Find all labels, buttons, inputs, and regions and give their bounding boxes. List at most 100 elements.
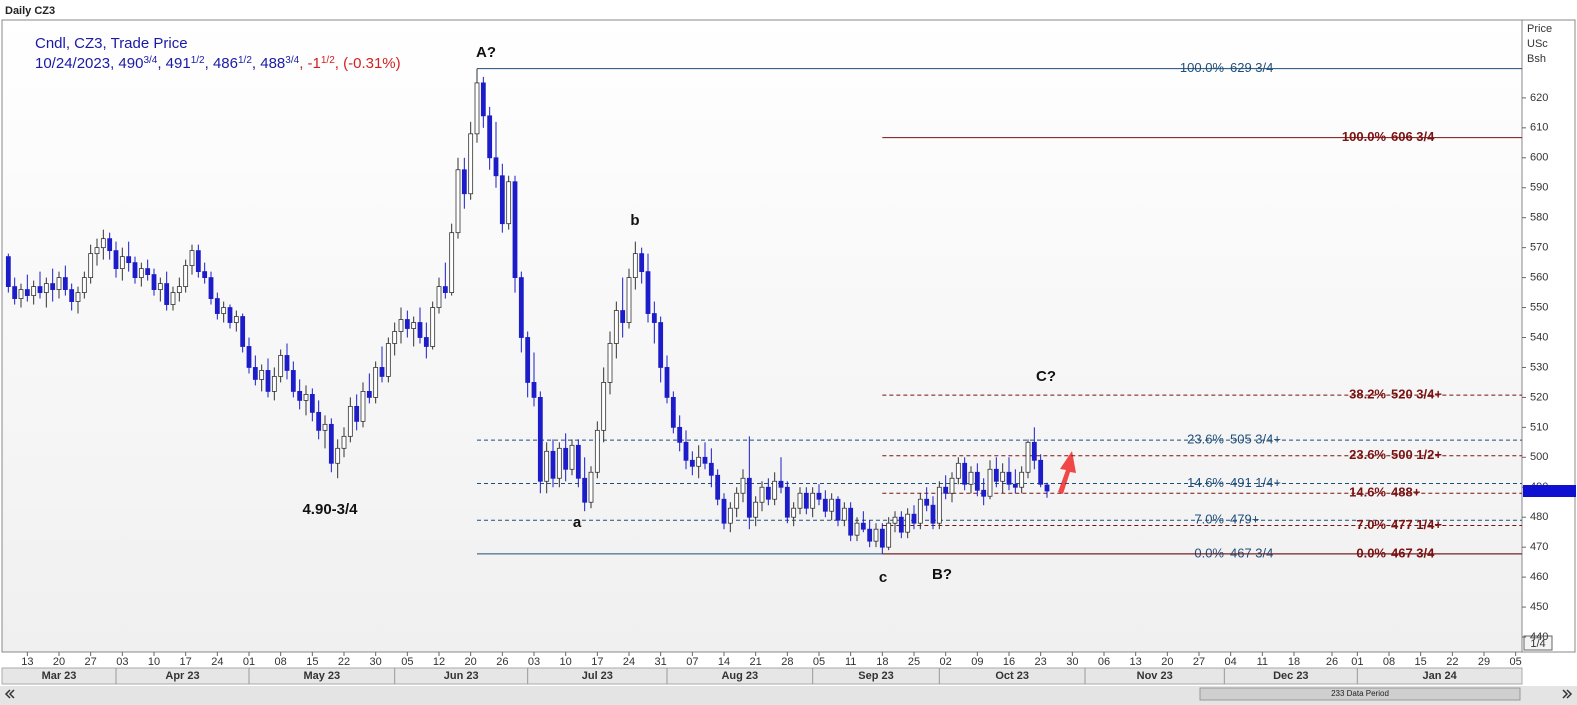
candle-body — [176, 286, 182, 293]
annotation: 4.90-3/4 — [302, 501, 358, 518]
x-tick-label: 14 — [718, 656, 730, 668]
fib-label: 606 3/4 — [1391, 129, 1435, 144]
page-box — [1523, 635, 1553, 651]
candle-body — [316, 411, 322, 431]
candle-body — [715, 474, 721, 500]
candle-body — [955, 462, 961, 479]
candle-body — [936, 486, 942, 524]
candle-body — [563, 447, 569, 470]
candle-body — [689, 459, 695, 467]
candle-body — [841, 507, 847, 521]
scroll-left[interactable] — [4, 689, 11, 699]
x-tick-label: 05 — [1510, 656, 1522, 668]
candle-body — [588, 471, 594, 503]
chart-title: Daily CZ3 — [5, 5, 55, 17]
scroll-right[interactable] — [1562, 689, 1569, 699]
y-tick-label: 510 — [1530, 421, 1548, 433]
scrollbar[interactable] — [0, 686, 1577, 705]
scroll-left-2[interactable] — [8, 689, 15, 699]
x-tick-label: 02 — [940, 656, 952, 668]
candle-body — [1044, 484, 1050, 492]
candle-body — [189, 250, 195, 267]
candle-body — [278, 355, 284, 377]
x-tick-label: 11 — [1257, 656, 1268, 668]
candle-body — [905, 513, 911, 533]
candle-body — [145, 268, 151, 275]
x-tick-label: 17 — [591, 656, 603, 668]
quote-fraction: 1/2 — [191, 55, 205, 66]
scroll-right-2[interactable] — [1566, 689, 1573, 699]
candle-body — [645, 271, 651, 314]
x-tick-label: 01 — [1351, 656, 1363, 668]
candle-body — [430, 307, 436, 347]
x-tick-label: 05 — [813, 656, 825, 668]
month-label: Oct 23 — [995, 670, 1029, 682]
x-tick-label: 30 — [1066, 656, 1078, 668]
x-tick-label: 22 — [338, 656, 350, 668]
x-tick-label: 06 — [1098, 656, 1110, 668]
candle-body — [550, 450, 556, 479]
candle-body — [607, 343, 613, 383]
candle-body — [290, 370, 296, 392]
scroll-thumb[interactable] — [1199, 687, 1521, 701]
candle-body — [1031, 441, 1037, 461]
price-axis-label: Bsh — [1527, 53, 1546, 65]
candle-body — [303, 394, 309, 401]
month-band — [1, 667, 1523, 685]
candle-body — [183, 265, 189, 287]
candle-body — [949, 477, 955, 494]
fib-percent: 14.6% — [1187, 475, 1224, 490]
candle-body — [309, 394, 315, 413]
y-tick-label: 530 — [1530, 361, 1548, 373]
quote-value: , -1 — [299, 55, 321, 72]
x-tick-label: 12 — [433, 656, 445, 668]
y-tick-label: 470 — [1530, 541, 1548, 553]
candle-body — [911, 513, 917, 524]
x-tick-label: 22 — [1446, 656, 1458, 668]
candle-body — [202, 271, 208, 278]
fib-percent: 0.0% — [1194, 545, 1224, 560]
fib-percent: 100.0% — [1180, 60, 1225, 75]
x-tick-label: 31 — [655, 656, 667, 668]
x-tick-label: 25 — [908, 656, 920, 668]
fib-percent: 7.0% — [1356, 517, 1386, 532]
candle-body — [404, 319, 410, 329]
x-tick-label: 13 — [21, 656, 33, 668]
plot-area — [1, 19, 1523, 653]
candle-body — [734, 492, 740, 509]
candle-body — [126, 256, 132, 264]
candle-body — [873, 528, 879, 542]
candle-body — [1000, 471, 1006, 482]
x-tick-label: 15 — [1415, 656, 1427, 668]
month-label: Jun 23 — [444, 670, 479, 682]
month-label: Sep 23 — [858, 670, 893, 682]
page-indicator: 1/4 — [1530, 638, 1545, 650]
y-tick-label: 440 — [1530, 631, 1548, 643]
candle-body — [620, 310, 626, 323]
candle-body — [474, 82, 480, 135]
fib-label: 505 3/4+ — [1230, 432, 1281, 447]
candle-body — [398, 319, 404, 332]
candle-body — [12, 286, 18, 299]
arrow — [1058, 451, 1076, 494]
x-tick-label: 05 — [401, 656, 413, 668]
candle-body — [778, 480, 784, 488]
quote-value: , (-0.31%) — [335, 55, 401, 72]
candle-body — [1012, 483, 1018, 488]
candle-body — [626, 277, 632, 323]
candle-body — [221, 307, 227, 314]
x-tick-label: 28 — [781, 656, 793, 668]
candle-body — [879, 528, 885, 548]
candle-body — [816, 492, 822, 500]
candle-body — [658, 322, 664, 368]
candle-body — [499, 175, 505, 225]
candle-body — [632, 253, 638, 278]
candle-body — [75, 292, 81, 302]
candle-body — [322, 423, 328, 431]
fib-label: 467 3/4 — [1230, 545, 1273, 560]
candle-body — [867, 528, 873, 542]
x-tick-label: 17 — [180, 656, 192, 668]
candle-body — [442, 286, 448, 293]
x-tick-label: 03 — [116, 656, 128, 668]
candle-body — [987, 468, 993, 497]
